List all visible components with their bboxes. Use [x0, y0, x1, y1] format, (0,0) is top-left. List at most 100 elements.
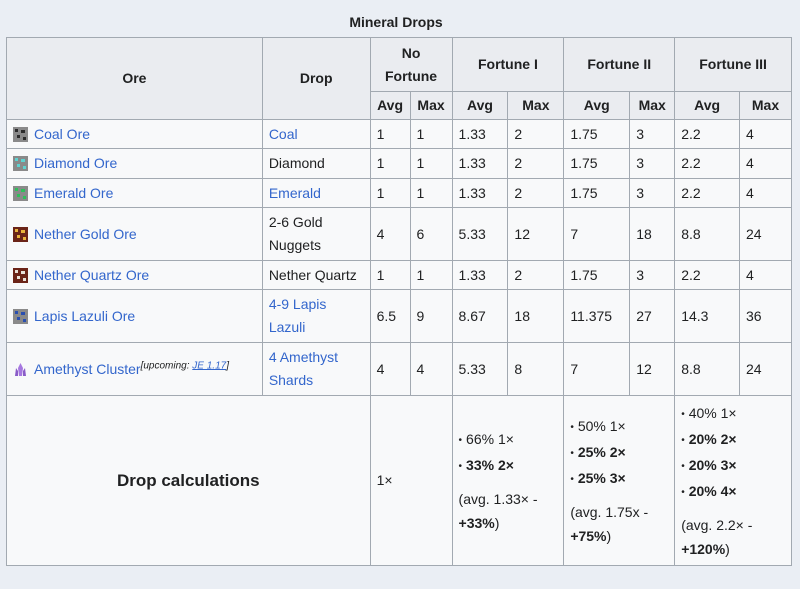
value-cell: 12 — [629, 342, 676, 396]
calc-note: (avg. 1.33× - +33%) — [458, 490, 538, 531]
value-cell: 4 — [739, 119, 792, 149]
value-cell: 1.33 — [451, 119, 509, 149]
ore-link[interactable]: Nether Gold Ore — [34, 225, 137, 242]
drop-text: Diamond — [268, 155, 325, 171]
ore-link[interactable]: Lapis Lazuli Ore — [34, 307, 136, 324]
ore-cell: Diamond Ore — [6, 148, 263, 179]
amethyst-cluster-icon — [13, 362, 28, 377]
drop-calculations-title: Drop calculations — [6, 395, 371, 566]
lapis-lazuli-ore-icon — [13, 308, 28, 324]
header-avg: Avg — [451, 91, 509, 120]
table-row: Diamond Ore Diamond 1 1 1.33 2 1.75 3 2.2 4 — [6, 148, 792, 179]
value-cell: 3 — [629, 260, 676, 290]
value-cell: 1 — [409, 178, 453, 208]
calc-line: 33% 2× — [459, 453, 558, 479]
table-row: Nether Quartz Ore Nether Quartz 1 1 1.33 2 1.7… — [6, 260, 792, 290]
value-cell: 6.5 — [369, 289, 411, 343]
upcoming-version-link[interactable]: JE 1.17 — [192, 359, 227, 371]
calc-no-fortune: 1× — [369, 395, 453, 566]
value-cell: 3 — [629, 119, 676, 149]
mineral-drops-table: Ore Drop No Fortune Fortune I Fortune II… — [6, 37, 792, 566]
header-fortune-1: Fortune I — [451, 37, 565, 92]
value-cell: 2.2 — [674, 148, 741, 179]
value-cell: 1.75 — [563, 260, 631, 290]
emerald-ore-icon — [13, 185, 28, 201]
value-cell: 1 — [369, 119, 411, 149]
ore-cell: Coal Ore — [6, 119, 263, 149]
header-ore: Ore — [6, 37, 263, 120]
value-cell: 2 — [507, 178, 565, 208]
value-cell: 4 — [739, 178, 792, 208]
drop-link[interactable]: Emerald — [268, 184, 321, 201]
ore-cell: Lapis Lazuli Ore — [6, 289, 263, 343]
value-cell: 8.8 — [674, 342, 741, 396]
drop-link[interactable]: 4-9 Lapis Lazuli — [268, 296, 327, 335]
ore-link[interactable]: Coal Ore — [34, 125, 91, 142]
value-cell: 1.33 — [451, 148, 509, 179]
calc-line: 66% 1× — [459, 427, 558, 453]
header-fortune-3: Fortune III — [674, 37, 792, 92]
header-max: Max — [507, 91, 565, 120]
value-cell: 9 — [409, 289, 453, 343]
value-cell: 1 — [409, 260, 453, 290]
drop-cell: 4-9 Lapis Lazuli — [261, 289, 371, 343]
header-max: Max — [629, 91, 676, 120]
value-cell: 1.75 — [563, 148, 631, 179]
value-cell: 2.2 — [674, 178, 741, 208]
drop-cell: 4 Amethyst Shards — [261, 342, 371, 396]
header-drop: Drop — [261, 37, 371, 120]
ore-cell: Amethyst Cluster[upcoming: JE 1.17] — [6, 342, 263, 396]
value-cell: 5.33 — [451, 207, 509, 261]
value-cell: 1 — [369, 260, 411, 290]
value-cell: 27 — [629, 289, 676, 343]
nether-quartz-ore-icon — [13, 267, 28, 283]
value-cell: 12 — [507, 207, 565, 261]
drop-link[interactable]: 4 Amethyst Shards — [268, 349, 339, 388]
value-cell: 1 — [409, 148, 453, 179]
value-cell: 2.2 — [674, 119, 741, 149]
value-cell: 2.2 — [674, 260, 741, 290]
value-cell: 7 — [563, 207, 631, 261]
value-cell: 6 — [409, 207, 453, 261]
table-row: Emerald Ore Emerald 1 1 1.33 2 1.75 3 2.2 4 — [6, 178, 792, 208]
calc-line: 20% 4× — [681, 479, 785, 505]
value-cell: 8 — [507, 342, 565, 396]
value-cell: 4 — [739, 148, 792, 179]
ore-link[interactable]: Nether Quartz Ore — [34, 266, 150, 283]
header-fortune-2: Fortune II — [563, 37, 676, 92]
value-cell: 8.67 — [451, 289, 509, 343]
value-cell: 18 — [629, 207, 676, 261]
value-cell: 4 — [369, 207, 411, 261]
drop-cell: Nether Quartz — [261, 260, 371, 290]
value-cell: 14.3 — [674, 289, 741, 343]
calc-line: 25% 3× — [570, 466, 668, 492]
header-max: Max — [409, 91, 453, 120]
header-max: Max — [739, 91, 792, 120]
table-row: Coal Ore Coal 1 1 1.33 2 1.75 3 2.2 4 — [6, 119, 792, 149]
value-cell: 1.33 — [451, 260, 509, 290]
ore-cell: Emerald Ore — [6, 178, 263, 208]
value-cell: 2 — [507, 119, 565, 149]
value-cell: 11.375 — [563, 289, 631, 343]
table-row: Nether Gold Ore 2-6 Gold Nuggets 4 6 5.33 12 7… — [6, 207, 792, 261]
ore-link[interactable]: Diamond Ore — [34, 155, 118, 171]
drop-cell: Emerald — [261, 178, 371, 208]
value-cell: 24 — [739, 342, 792, 396]
value-cell: 2 — [507, 148, 565, 179]
value-cell: 1.33 — [451, 178, 509, 208]
drop-link[interactable]: Coal — [268, 125, 298, 142]
value-cell: 1.75 — [563, 178, 631, 208]
value-cell: 5.33 — [451, 342, 509, 396]
ore-cell: Nether Gold Ore — [6, 207, 263, 261]
value-cell: 1 — [409, 119, 453, 149]
table-row: Amethyst Cluster[upcoming: JE 1.17] 4 Ame… — [6, 342, 792, 396]
diamond-ore-icon — [13, 156, 28, 171]
ore-link[interactable]: Amethyst Cluster — [34, 360, 141, 377]
calc-line: 25% 2× — [570, 440, 668, 466]
calc-line: 40% 1× — [681, 401, 785, 427]
value-cell: 2 — [507, 260, 565, 290]
header-no-fortune: No Fortune — [369, 37, 453, 92]
ore-link[interactable]: Emerald Ore — [34, 184, 114, 201]
value-cell: 3 — [629, 148, 676, 179]
